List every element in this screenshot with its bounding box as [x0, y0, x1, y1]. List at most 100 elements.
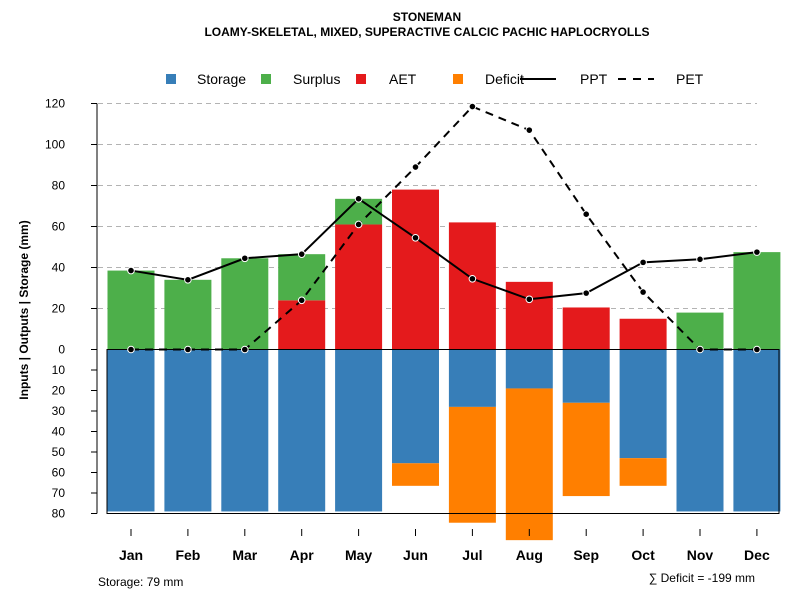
pet-point-aug: [525, 126, 534, 134]
ppt-point-jun: [411, 233, 420, 242]
ppt-line: [130, 197, 758, 301]
y-tick-label: 40: [52, 425, 66, 439]
x-tick-label: May: [345, 547, 372, 563]
pet-point-jan: [127, 345, 135, 354]
lines: [127, 102, 761, 354]
chart-subtitle: LOAMY-SKELETAL, MIXED, SUPERACTIVE CALCI…: [204, 25, 649, 39]
storage-bar-apr: [278, 349, 326, 512]
y-axis-label: Inputs | Outputs | Storage (mm): [17, 220, 31, 399]
ppt-point-sep: [582, 289, 591, 297]
ppt-point-aug: [525, 295, 534, 304]
ppt-point-feb: [184, 276, 192, 284]
storage-bar-aug: [505, 349, 553, 389]
aet-bar-may: [335, 224, 383, 350]
y-tick-label: 100: [45, 138, 65, 152]
gridlines: [98, 103, 757, 309]
deficit-bar-jun: [392, 463, 439, 486]
storage-bar-oct: [619, 349, 667, 459]
storage-bar-mar: [221, 349, 269, 512]
y-tick-label: 20: [52, 302, 66, 316]
y-tick-label: 60: [52, 220, 66, 234]
surplus-bar-may: [335, 198, 383, 225]
pet-point-apr: [297, 296, 306, 305]
surplus-bar-jan: [107, 270, 155, 350]
legend-label-ppt: PPT: [580, 71, 608, 87]
aet-bar-jul: [448, 222, 496, 350]
pet-point-mar: [241, 345, 249, 354]
storage-bar-nov: [676, 349, 724, 512]
ppt-point-nov: [696, 255, 704, 264]
surplus-bar-apr: [278, 254, 326, 301]
x-tick-label: Nov: [687, 547, 714, 563]
axes: 0 20 40 60 80 100 120 10 20 30 40 50 60 70 80 Jan Feb Mar…: [45, 97, 770, 564]
deficit-bar-sep: [562, 402, 610, 497]
ppt-point-may: [354, 195, 363, 203]
legend-label-surplus: Surplus: [293, 71, 340, 87]
storage-bar-jun: [392, 349, 439, 464]
y-tick-label: 80: [52, 507, 66, 521]
x-tick-label: Oct: [631, 547, 655, 563]
ppt-point-jul: [468, 274, 477, 283]
pet-point-oct: [639, 288, 647, 296]
aet-bar-sep: [562, 307, 610, 350]
x-tick-label: Mar: [232, 547, 257, 563]
y-tick-label: 70: [52, 486, 66, 500]
pet-point-may: [354, 220, 363, 229]
pet-point-feb: [184, 345, 192, 354]
deficit-bar-jul: [448, 406, 496, 523]
x-tick-label: Apr: [290, 547, 315, 563]
x-tick-label: Feb: [175, 547, 200, 563]
legend-label-storage: Storage: [197, 71, 246, 87]
deficit-note: ∑ Deficit = -199 mm: [649, 571, 755, 585]
y-tick-label: 20: [52, 384, 66, 398]
y-tick-label: 80: [52, 179, 66, 193]
legend-swatch-aet: [356, 74, 366, 84]
x-tick-label: Jan: [119, 547, 143, 563]
storage-bar-jul: [448, 349, 496, 407]
aet-bar-oct: [619, 318, 667, 350]
surplus-bar-dec: [733, 252, 781, 350]
ppt-point-jan: [127, 266, 135, 275]
deficit-bar-oct: [619, 458, 667, 486]
ppt-point-dec: [753, 248, 761, 256]
ppt-point-mar: [241, 254, 249, 263]
storage-bar-may: [335, 349, 383, 512]
pet-point-sep: [582, 210, 591, 218]
y-tick-label: 60: [52, 466, 66, 480]
legend-swatch-surplus: [261, 74, 271, 84]
legend: Storage Surplus AET Deficit PPT PET: [166, 71, 704, 87]
chart-title: STONEMAN: [393, 10, 461, 24]
bars: [107, 189, 781, 541]
x-tick-label: Jul: [462, 547, 482, 563]
aet-bar-jun: [392, 189, 439, 350]
storage-bar-dec: [733, 349, 781, 512]
storage-panel-frame: [106, 349, 780, 514]
x-tick-label: Jun: [403, 547, 428, 563]
legend-label-aet: AET: [389, 71, 417, 87]
legend-label-deficit: Deficit: [485, 71, 524, 87]
storage-note: Storage: 79 mm: [98, 575, 183, 589]
storage-bar-feb: [164, 349, 212, 512]
y-tick-label: 30: [52, 404, 66, 418]
surplus-bar-nov: [676, 312, 724, 350]
surplus-bar-mar: [221, 258, 269, 350]
pet-point-nov: [696, 345, 704, 354]
y-tick-label: 50: [52, 445, 66, 459]
x-tick-label: Dec: [744, 547, 770, 563]
ppt-point-apr: [297, 250, 306, 258]
deficit-bar-aug: [505, 388, 553, 541]
aet-bar-apr: [278, 300, 326, 350]
storage-bar-sep: [562, 349, 610, 403]
y-tick-label: 0: [58, 343, 65, 357]
legend-swatch-deficit: [453, 74, 463, 84]
legend-swatch-storage: [166, 74, 176, 84]
surplus-bar-feb: [164, 279, 212, 350]
pet-point-jul: [468, 102, 477, 111]
storage-bar-jan: [107, 349, 155, 512]
pet-line: [131, 105, 757, 351]
pet-point-dec: [753, 345, 761, 354]
x-tick-label: Sep: [573, 547, 599, 563]
y-tick-label: 10: [52, 363, 66, 377]
aet-bar-aug: [505, 281, 553, 350]
